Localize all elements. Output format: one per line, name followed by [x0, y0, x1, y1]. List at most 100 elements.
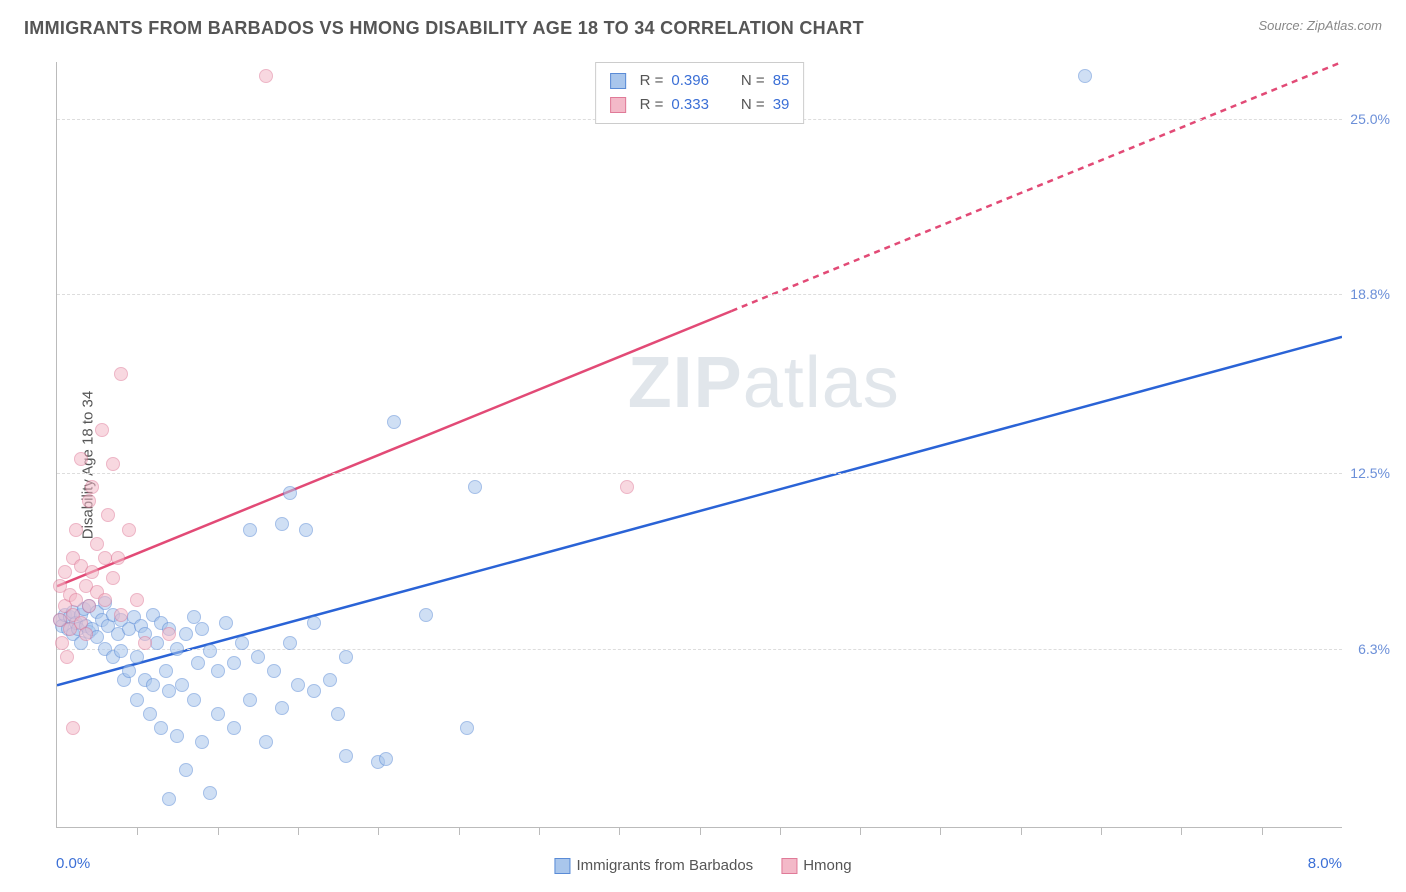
data-point: [460, 721, 474, 735]
watermark: ZIPatlas: [628, 342, 900, 424]
chart-header: IMMIGRANTS FROM BARBADOS VS HMONG DISABI…: [0, 0, 1406, 47]
data-point: [283, 636, 297, 650]
data-point: [98, 593, 112, 607]
source-attribution: Source: ZipAtlas.com: [1258, 18, 1382, 33]
data-point: [146, 678, 160, 692]
x-axis-min-label: 0.0%: [56, 855, 90, 872]
data-point: [227, 656, 241, 670]
data-point: [195, 735, 209, 749]
x-tick: [940, 827, 941, 835]
data-point: [85, 480, 99, 494]
data-point: [419, 608, 433, 622]
x-axis-max-label: 8.0%: [1308, 855, 1342, 872]
x-tick: [539, 827, 540, 835]
data-point: [90, 537, 104, 551]
legend-swatch: [554, 858, 570, 874]
data-point: [235, 636, 249, 650]
data-point: [339, 749, 353, 763]
data-point: [114, 367, 128, 381]
data-point: [122, 664, 136, 678]
data-point: [106, 457, 120, 471]
data-point: [69, 523, 83, 537]
data-point: [162, 792, 176, 806]
data-point: [111, 551, 125, 565]
data-point: [243, 523, 257, 537]
data-point: [387, 415, 401, 429]
data-point: [339, 650, 353, 664]
x-tick: [298, 827, 299, 835]
x-tick: [780, 827, 781, 835]
data-point: [175, 678, 189, 692]
data-point: [138, 636, 152, 650]
data-point: [267, 664, 281, 678]
data-point: [243, 693, 257, 707]
data-point: [227, 721, 241, 735]
data-point: [191, 656, 205, 670]
data-point: [170, 642, 184, 656]
legend-swatch: [781, 858, 797, 874]
y-tick-label: 6.3%: [1358, 641, 1390, 657]
x-tick: [218, 827, 219, 835]
data-point: [130, 693, 144, 707]
chart-title: IMMIGRANTS FROM BARBADOS VS HMONG DISABI…: [24, 18, 864, 39]
data-point: [130, 593, 144, 607]
data-point: [154, 721, 168, 735]
data-point: [299, 523, 313, 537]
data-point: [82, 494, 96, 508]
x-tick: [1181, 827, 1182, 835]
data-point: [79, 627, 93, 641]
data-point: [101, 508, 115, 522]
data-point: [211, 664, 225, 678]
x-tick: [137, 827, 138, 835]
data-point: [275, 517, 289, 531]
x-tick: [459, 827, 460, 835]
x-tick: [619, 827, 620, 835]
data-point: [259, 69, 273, 83]
data-point: [130, 650, 144, 664]
data-point: [620, 480, 634, 494]
series-legend: Immigrants from Barbados Hmong: [554, 857, 851, 874]
legend-item: Hmong: [781, 857, 851, 874]
plot-area: ZIPatlas R = 0.396N = 85R = 0.333N = 39 …: [56, 62, 1342, 828]
gridline: [57, 294, 1342, 295]
legend-row: R = 0.396N = 85: [610, 69, 790, 93]
data-point: [291, 678, 305, 692]
x-tick: [1021, 827, 1022, 835]
x-tick: [860, 827, 861, 835]
data-point: [74, 452, 88, 466]
correlation-legend: R = 0.396N = 85R = 0.333N = 39: [595, 62, 805, 124]
gridline: [57, 473, 1342, 474]
data-point: [114, 644, 128, 658]
data-point: [275, 701, 289, 715]
y-tick-label: 12.5%: [1350, 465, 1390, 481]
data-point: [219, 616, 233, 630]
data-point: [82, 599, 96, 613]
data-point: [143, 707, 157, 721]
data-point: [162, 627, 176, 641]
gridline: [57, 649, 1342, 650]
data-point: [323, 673, 337, 687]
data-point: [259, 735, 273, 749]
legend-row: R = 0.333N = 39: [610, 93, 790, 117]
data-point: [179, 763, 193, 777]
data-point: [379, 752, 393, 766]
data-point: [122, 523, 136, 537]
data-point: [203, 786, 217, 800]
data-point: [159, 664, 173, 678]
data-point: [195, 622, 209, 636]
legend-item: Immigrants from Barbados: [554, 857, 753, 874]
data-point: [58, 565, 72, 579]
x-tick: [378, 827, 379, 835]
data-point: [179, 627, 193, 641]
x-tick: [700, 827, 701, 835]
data-point: [283, 486, 297, 500]
data-point: [251, 650, 265, 664]
data-point: [211, 707, 225, 721]
y-tick-label: 25.0%: [1350, 111, 1390, 127]
data-point: [307, 616, 321, 630]
legend-swatch: [610, 97, 626, 113]
data-point: [114, 608, 128, 622]
data-point: [203, 644, 217, 658]
data-point: [468, 480, 482, 494]
data-point: [307, 684, 321, 698]
